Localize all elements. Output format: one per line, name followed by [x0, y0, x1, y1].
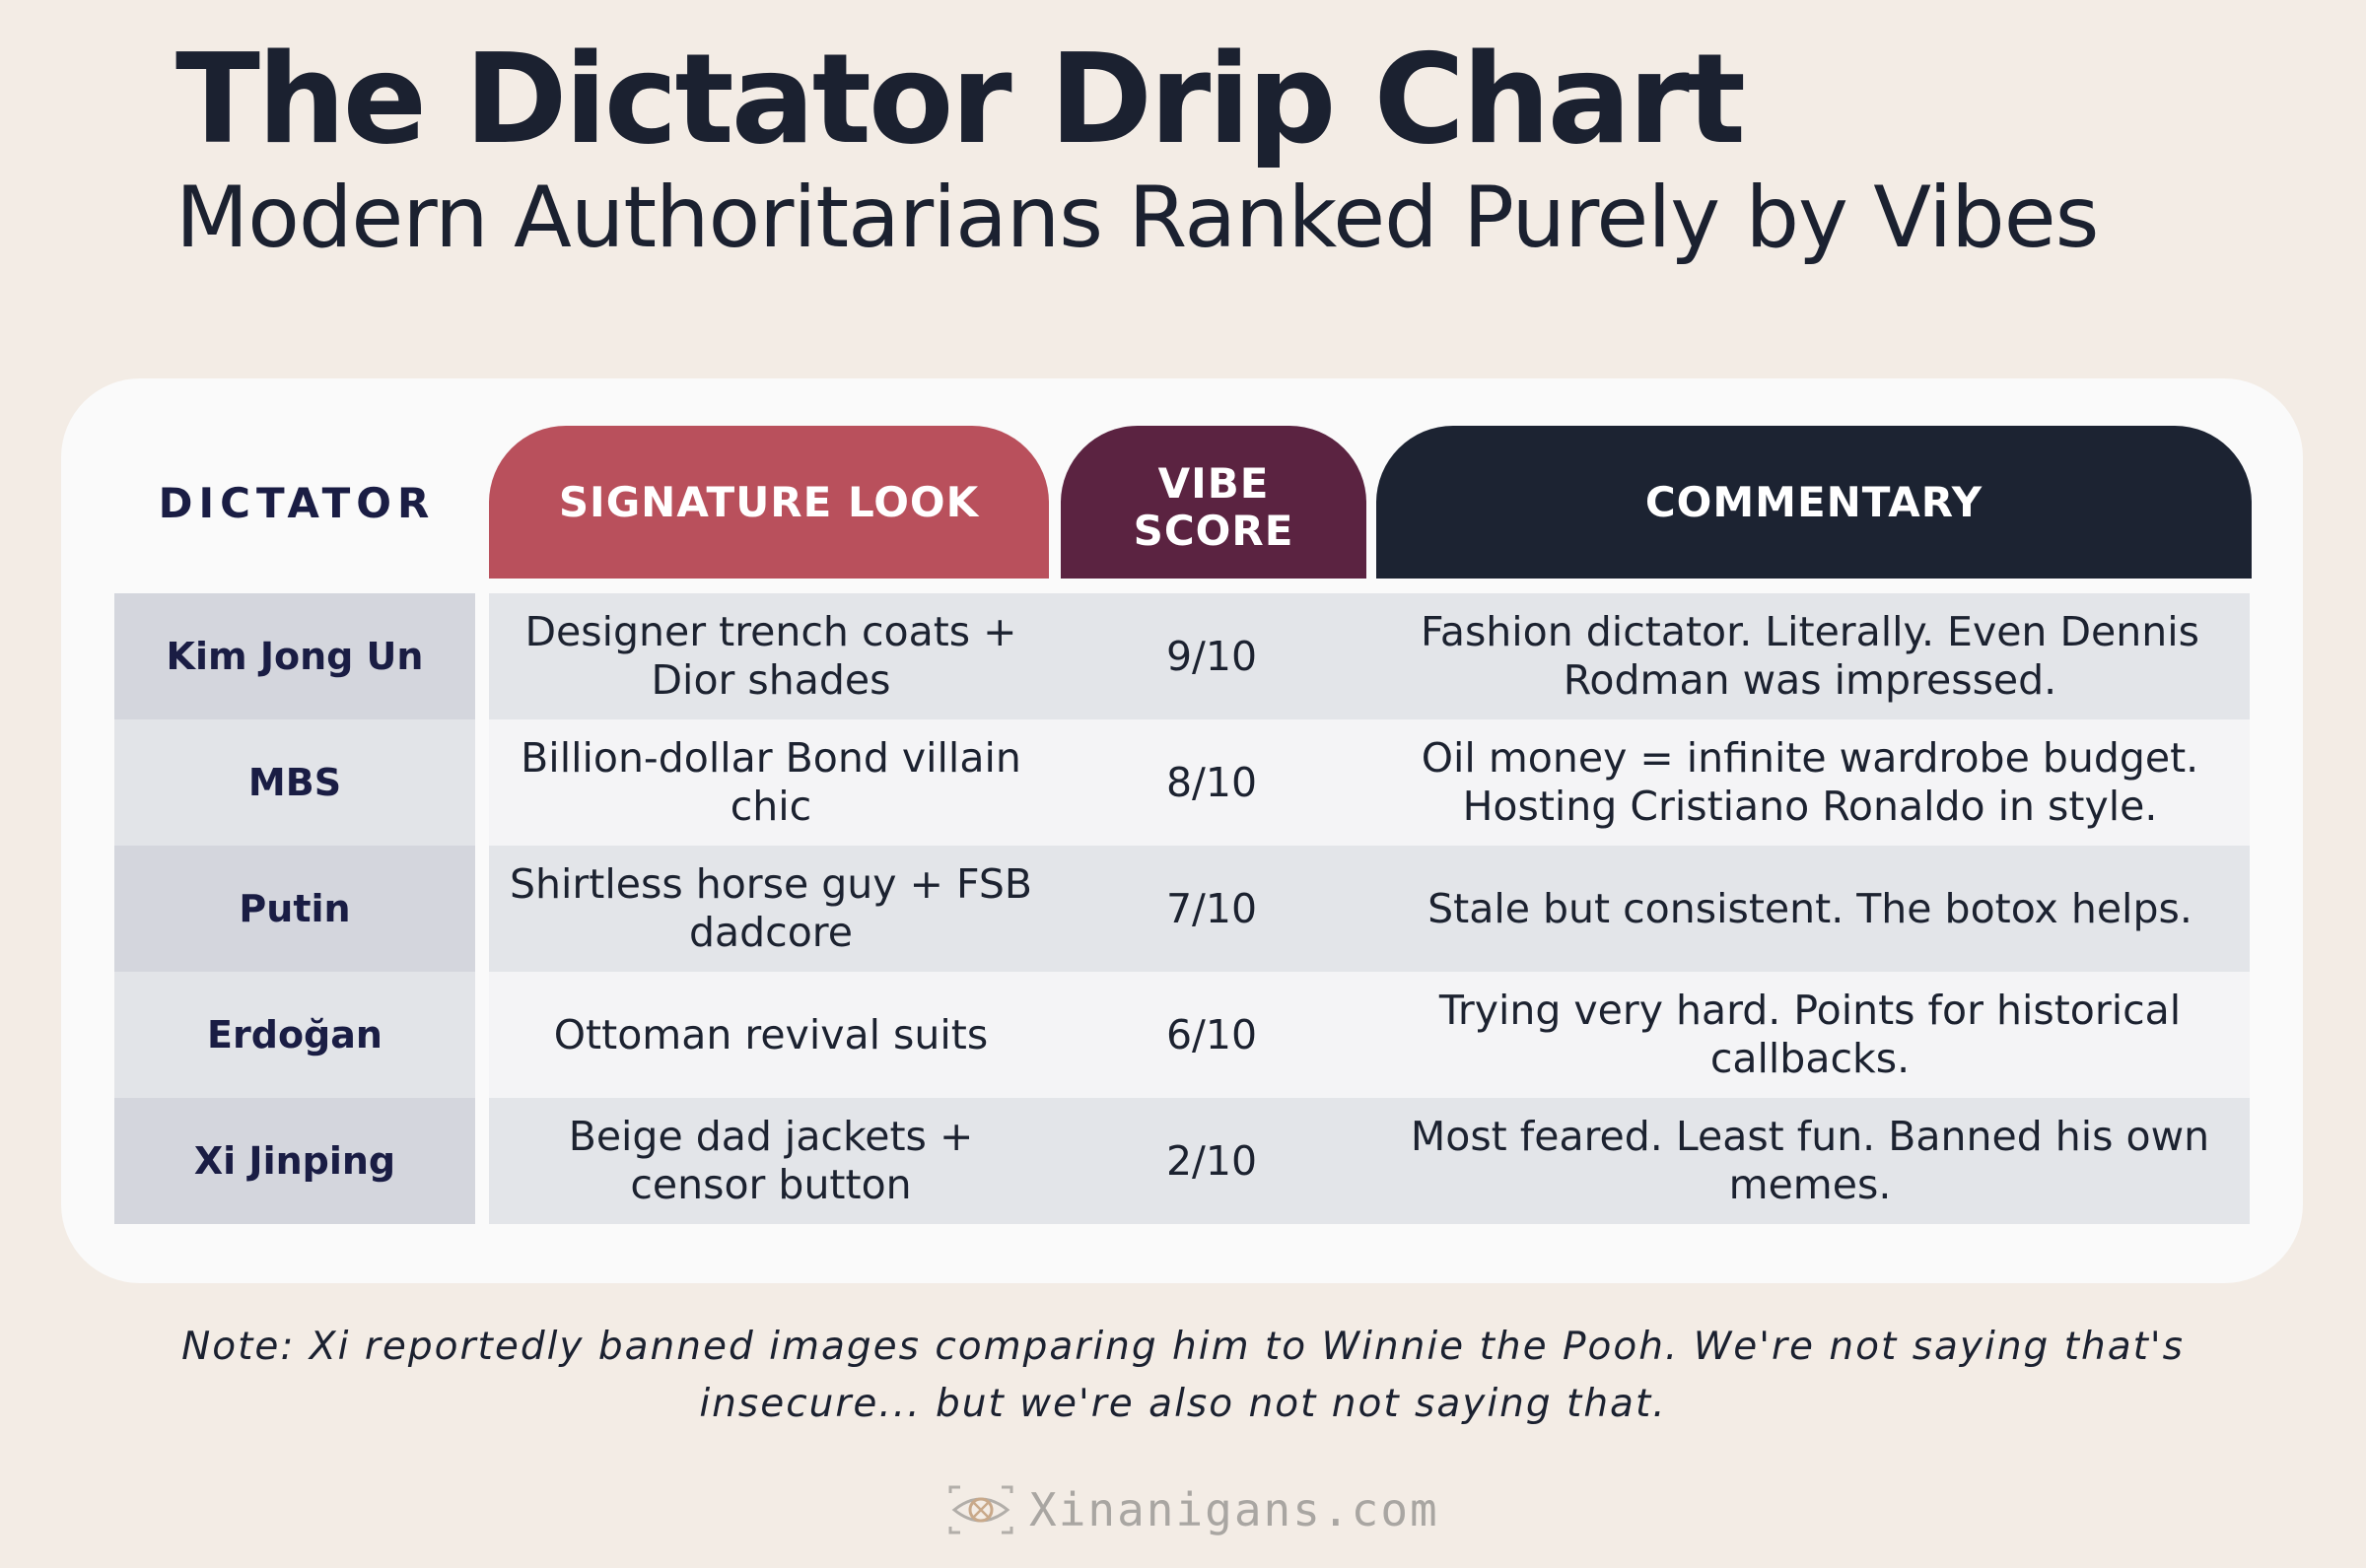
header-signature-look: SIGNATURE LOOK: [489, 426, 1049, 579]
header-dictator: DICTATOR: [158, 478, 436, 527]
signature-look: Billion-dollar Bond villain chic: [521, 734, 1021, 830]
header-vibe-score-line1: VIBE: [1157, 458, 1270, 508]
table-row: Erdoğan Ottoman revival suits 6/10 Tryin…: [114, 972, 2250, 1098]
commentary: Trying very hard. Points for historical …: [1438, 987, 2182, 1082]
signature-look: Designer trench coats + Dior shades: [524, 608, 1017, 704]
table-row: Kim Jong Un Designer trench coats + Dior…: [114, 593, 2250, 719]
row-background: [489, 972, 2250, 1098]
header-vibe-score: VIBE SCORE: [1061, 426, 1366, 579]
vibe-score: 9/10: [1165, 633, 1258, 680]
footnote: Note: Xi reportedly banned images compar…: [181, 1325, 2185, 1426]
dictator-name: Putin: [114, 846, 475, 972]
table-row: Putin Shirtless horse guy + FSB dadcore …: [114, 846, 2250, 972]
page-subtitle: Modern Authoritarians Ranked Purely by V…: [175, 169, 2099, 267]
header-vibe-score-line2: SCORE: [1133, 506, 1294, 555]
eye-logo-icon: [948, 1485, 1013, 1534]
dictator-name: MBS: [114, 719, 475, 846]
commentary: Oil money = infinite wardrobe budget. Ho…: [1421, 734, 2199, 830]
table-row: MBS Billion-dollar Bond villain chic 8/1…: [114, 719, 2250, 846]
signature-look: Beige dad jackets + censor button: [568, 1113, 974, 1208]
commentary: Most feared. Least fun. Banned his own m…: [1410, 1113, 2210, 1208]
dictator-name: Erdoğan: [114, 972, 475, 1098]
dictator-name: Xi Jinping: [114, 1098, 475, 1224]
header-commentary: COMMENTARY: [1376, 426, 2252, 579]
commentary: Stale but consistent. The botox helps.: [1427, 884, 2192, 932]
row-background: [489, 593, 2250, 719]
vibe-score: 7/10: [1165, 885, 1258, 932]
row-background: [489, 719, 2250, 846]
dictator-name: Kim Jong Un: [114, 593, 475, 719]
brand-text: Xinanigans.com: [1029, 1483, 1439, 1536]
table-row: Xi Jinping Beige dad jackets + censor bu…: [114, 1098, 2250, 1224]
page-title: The Dictator Drip Chart: [175, 27, 1746, 171]
commentary: Fashion dictator. Literally. Even Dennis…: [1421, 608, 2199, 704]
signature-look: Shirtless horse guy + FSB dadcore: [510, 860, 1032, 956]
vibe-score: 2/10: [1165, 1137, 1258, 1185]
brand-watermark: Xinanigans.com: [946, 1480, 1439, 1539]
vibe-score: 8/10: [1165, 759, 1258, 806]
row-background: [489, 1098, 2250, 1224]
vibe-score: 6/10: [1165, 1011, 1258, 1058]
row-background: [489, 846, 2250, 972]
signature-look: Ottoman revival suits: [553, 1010, 989, 1058]
